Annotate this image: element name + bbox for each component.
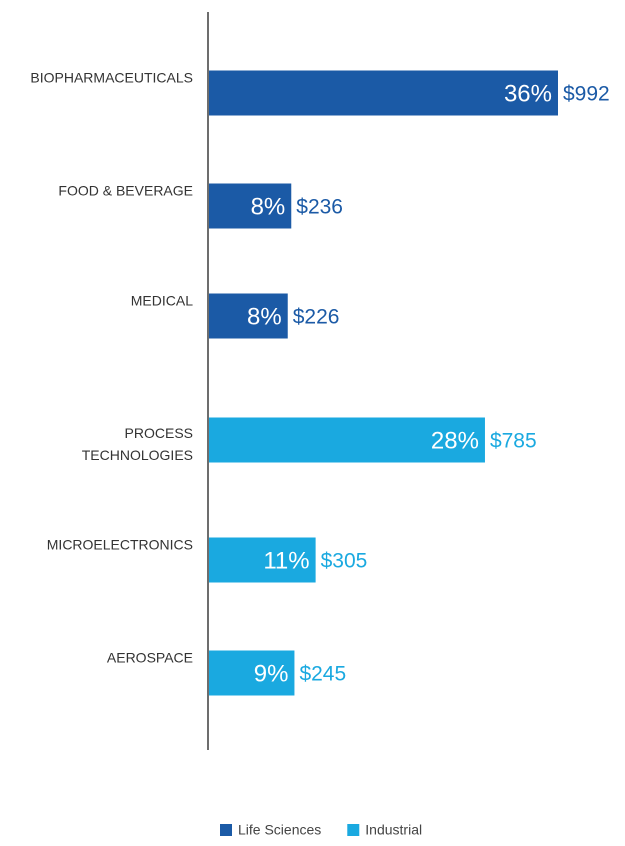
- legend-label: Life Sciences: [238, 822, 321, 838]
- category-label: FOOD & BEVERAGE: [58, 183, 193, 199]
- value-label: $226: [293, 306, 340, 329]
- bar: [209, 417, 485, 463]
- bar: [209, 537, 316, 583]
- value-label: $245: [299, 663, 346, 686]
- category-label: MEDICAL: [131, 293, 193, 309]
- category-label: BIOPHARMACEUTICALS: [30, 70, 193, 86]
- bar: [209, 183, 292, 229]
- legend-label: Industrial: [365, 822, 422, 838]
- share-label: 36%: [504, 80, 552, 107]
- bar: [209, 650, 295, 696]
- bar: [209, 293, 288, 339]
- share-label: 8%: [247, 303, 282, 330]
- value-label: $305: [321, 550, 368, 573]
- bar: [209, 70, 558, 116]
- share-label: 9%: [254, 660, 289, 687]
- value-label: $785: [490, 430, 537, 453]
- category-label: AEROSPACE: [107, 650, 193, 666]
- share-label: 8%: [251, 193, 286, 220]
- share-label: 11%: [263, 547, 309, 574]
- legend-swatch: [220, 824, 232, 836]
- category-label: PROCESS TECHNOLOGIES: [82, 425, 193, 463]
- share-label: 28%: [431, 427, 479, 454]
- value-label: $992: [563, 83, 610, 106]
- category-label-line: PROCESS: [125, 425, 193, 441]
- category-label-line: TECHNOLOGIES: [82, 447, 193, 463]
- legend-swatch: [347, 824, 360, 836]
- value-label: $236: [296, 196, 343, 219]
- category-label: MICROELECTRONICS: [47, 537, 193, 553]
